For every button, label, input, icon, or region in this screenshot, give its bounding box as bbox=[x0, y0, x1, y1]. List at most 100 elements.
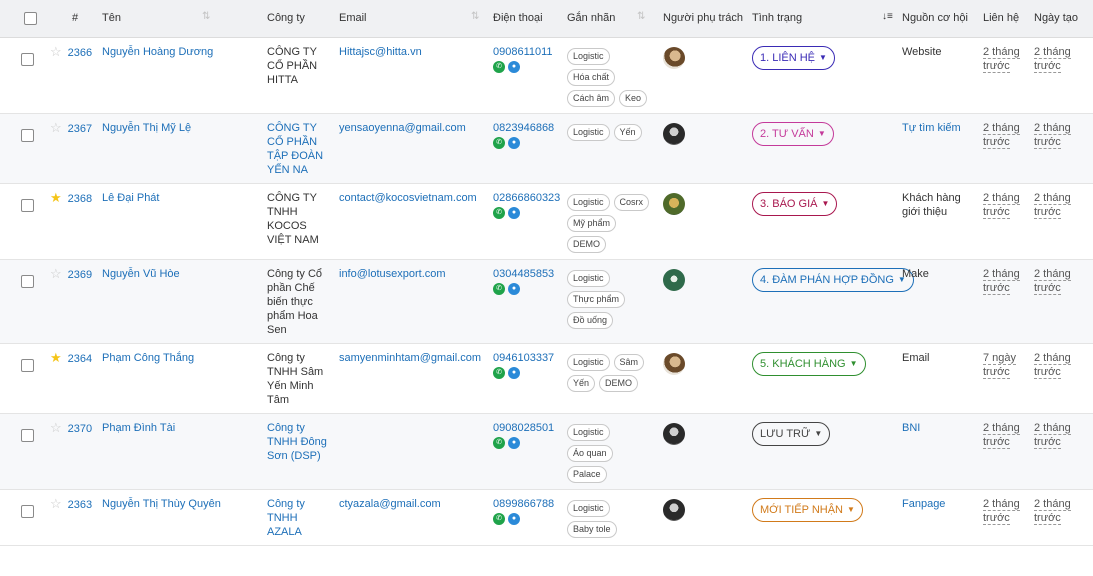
col-email-header[interactable]: Email ⇅ bbox=[335, 0, 489, 38]
lead-id[interactable]: 2364 bbox=[67, 352, 93, 365]
row-checkbox[interactable] bbox=[21, 275, 34, 289]
chat-icon[interactable]: ● bbox=[508, 512, 520, 525]
email-link[interactable]: yensaoyenna@gmail.com bbox=[339, 121, 466, 134]
row-checkbox[interactable] bbox=[21, 129, 34, 143]
lead-name-link[interactable]: Lê Đại Phát bbox=[102, 191, 160, 204]
chat-icon[interactable]: ● bbox=[508, 366, 520, 379]
table-row[interactable]: ☆ 2363 Nguyễn Thị Thùy Quyên Công ty TNHH A… bbox=[0, 489, 1093, 546]
star-icon[interactable]: ☆ bbox=[50, 495, 62, 511]
tag-chip[interactable]: Baby tole bbox=[567, 520, 617, 538]
star-icon[interactable]: ★ bbox=[50, 189, 62, 205]
lead-id[interactable]: 2367 bbox=[67, 122, 93, 135]
source-label[interactable]: Tự tìm kiếm bbox=[902, 121, 961, 134]
lead-name-link[interactable]: Phạm Đình Tài bbox=[102, 421, 176, 434]
company-name[interactable]: CÔNG TY CỔ PHẦN TẬP ĐOÀN YẾN NA bbox=[267, 121, 324, 176]
tag-chip[interactable]: Đồ uống bbox=[567, 311, 614, 329]
tag-chip[interactable]: Logistic bbox=[567, 499, 610, 517]
lead-name-link[interactable]: Nguyễn Thị Mỹ Lệ bbox=[102, 121, 192, 134]
email-link[interactable]: samyenminhtam@gmail.com bbox=[339, 351, 481, 364]
col-contact-header[interactable]: Liên hệ bbox=[979, 0, 1030, 38]
sort-icon[interactable]: ⇅ bbox=[637, 11, 646, 22]
phone-link[interactable]: 0304485853 bbox=[493, 267, 555, 280]
owner-avatar[interactable] bbox=[663, 498, 685, 521]
sort-desc-icon[interactable]: ↓≡ bbox=[882, 11, 893, 22]
lead-id[interactable]: 2366 bbox=[67, 46, 93, 59]
phone-link[interactable]: 0899866788 bbox=[493, 497, 555, 510]
chat-icon[interactable]: ● bbox=[508, 436, 520, 449]
col-tags-header[interactable]: Gắn nhãn ⇅ bbox=[563, 0, 659, 38]
col-phone-header[interactable]: Điện thoại bbox=[489, 0, 563, 38]
tag-chip[interactable]: Cosrx bbox=[613, 193, 650, 211]
lead-name-link[interactable]: Nguyễn Vũ Hòe bbox=[102, 267, 180, 280]
chat-icon[interactable]: ● bbox=[508, 60, 520, 73]
source-label[interactable]: BNI bbox=[902, 421, 921, 434]
lead-name-link[interactable]: Nguyễn Hoàng Dương bbox=[102, 45, 214, 58]
call-icon[interactable]: ✆ bbox=[493, 60, 505, 73]
owner-avatar[interactable] bbox=[663, 46, 685, 69]
phone-link[interactable]: 0823946868 bbox=[493, 121, 555, 134]
tag-chip[interactable]: Logistic bbox=[567, 123, 610, 141]
row-checkbox[interactable] bbox=[21, 359, 34, 373]
tag-chip[interactable]: Keo bbox=[619, 89, 648, 107]
tag-chip[interactable]: Thực phẩm bbox=[567, 290, 626, 308]
tag-chip[interactable]: Logistic bbox=[567, 353, 610, 371]
phone-link[interactable]: 0908028501 bbox=[493, 421, 555, 434]
call-icon[interactable]: ✆ bbox=[493, 206, 505, 219]
star-icon[interactable]: ☆ bbox=[50, 119, 62, 135]
table-row[interactable]: ★ 2368 Lê Đại Phát CÔNG TY TNHH KOCOS VIỆT … bbox=[0, 183, 1093, 260]
tag-chip[interactable]: Logistic bbox=[567, 423, 610, 441]
lead-id[interactable]: 2370 bbox=[67, 422, 93, 435]
tag-chip[interactable]: Palace bbox=[567, 465, 607, 483]
star-icon[interactable]: ☆ bbox=[50, 419, 62, 435]
owner-avatar[interactable] bbox=[663, 268, 685, 291]
chat-icon[interactable]: ● bbox=[508, 282, 520, 295]
star-icon[interactable]: ☆ bbox=[50, 43, 62, 59]
col-owner-header[interactable]: Người phụ trách bbox=[659, 0, 748, 38]
call-icon[interactable]: ✆ bbox=[493, 436, 505, 449]
lead-name-link[interactable]: Phạm Công Thắng bbox=[102, 351, 195, 364]
col-source-header[interactable]: Nguồn cơ hội bbox=[898, 0, 979, 38]
lead-id[interactable]: 2363 bbox=[67, 498, 93, 511]
table-row[interactable]: ★ 2364 Phạm Công Thắng Công ty TNHH Sâm Yến… bbox=[0, 343, 1093, 414]
tag-chip[interactable]: Yến bbox=[567, 374, 596, 392]
tag-chip[interactable]: Logistic bbox=[567, 193, 610, 211]
call-icon[interactable]: ✆ bbox=[493, 366, 505, 379]
phone-link[interactable]: 0946103337 bbox=[493, 351, 555, 364]
call-icon[interactable]: ✆ bbox=[493, 136, 505, 149]
tag-chip[interactable]: Yến bbox=[613, 123, 642, 141]
select-all-checkbox[interactable] bbox=[24, 11, 37, 25]
owner-avatar[interactable] bbox=[663, 352, 685, 375]
col-company-header[interactable]: Công ty bbox=[263, 0, 335, 38]
email-link[interactable]: info@lotusexport.com bbox=[339, 267, 446, 280]
sort-icon[interactable]: ⇅ bbox=[471, 11, 480, 22]
email-link[interactable]: Hittajsc@hitta.vn bbox=[339, 45, 422, 58]
email-link[interactable]: contact@kocosvietnam.com bbox=[339, 191, 477, 204]
row-checkbox[interactable] bbox=[21, 505, 34, 519]
tag-chip[interactable]: Mỹ phẩm bbox=[567, 214, 617, 232]
call-icon[interactable]: ✆ bbox=[493, 512, 505, 525]
status-dropdown[interactable]: LƯU TRỮ ▼ bbox=[752, 421, 831, 446]
star-icon[interactable]: ★ bbox=[50, 349, 62, 365]
tag-chip[interactable]: DEMO bbox=[567, 235, 606, 253]
sort-icon[interactable]: ⇅ bbox=[202, 11, 211, 22]
status-dropdown[interactable]: 5. KHÁCH HÀNG ▼ bbox=[752, 351, 866, 376]
tag-chip[interactable]: Logistic bbox=[567, 269, 610, 287]
lead-id[interactable]: 2369 bbox=[67, 268, 93, 281]
lead-id[interactable]: 2368 bbox=[67, 192, 93, 205]
col-name-header[interactable]: Tên ⇅ bbox=[98, 0, 263, 38]
tag-chip[interactable]: Logistic bbox=[567, 47, 610, 65]
lead-name-link[interactable]: Nguyễn Thị Thùy Quyên bbox=[102, 497, 221, 510]
source-label[interactable]: Fanpage bbox=[902, 497, 946, 510]
row-checkbox[interactable] bbox=[21, 53, 34, 67]
table-row[interactable]: ☆ 2367 Nguyễn Thị Mỹ Lệ CÔNG TY CỔ PHẦN TẬP… bbox=[0, 113, 1093, 184]
status-dropdown[interactable]: 4. ĐÀM PHÁN HỢP ĐỒNG▼ bbox=[752, 267, 914, 292]
phone-link[interactable]: 0908611011 bbox=[493, 45, 553, 58]
status-dropdown[interactable]: 3. BÁO GIÁ ▼ bbox=[752, 191, 838, 216]
company-name[interactable]: Công ty TNHH Đông Sơn (DSP) bbox=[267, 421, 327, 462]
table-row[interactable]: ☆ 2369 Nguyễn Vũ Hòe Công ty Cổ phần Chế bi… bbox=[0, 259, 1093, 344]
row-checkbox[interactable] bbox=[21, 199, 34, 213]
col-created-header[interactable]: Ngày tạo bbox=[1030, 0, 1093, 38]
owner-avatar[interactable] bbox=[663, 192, 685, 215]
table-row[interactable]: ☆ 2366 Nguyễn Hoàng Dương CÔNG TY CỔ PHẦN H… bbox=[0, 37, 1093, 114]
row-checkbox[interactable] bbox=[21, 429, 34, 443]
